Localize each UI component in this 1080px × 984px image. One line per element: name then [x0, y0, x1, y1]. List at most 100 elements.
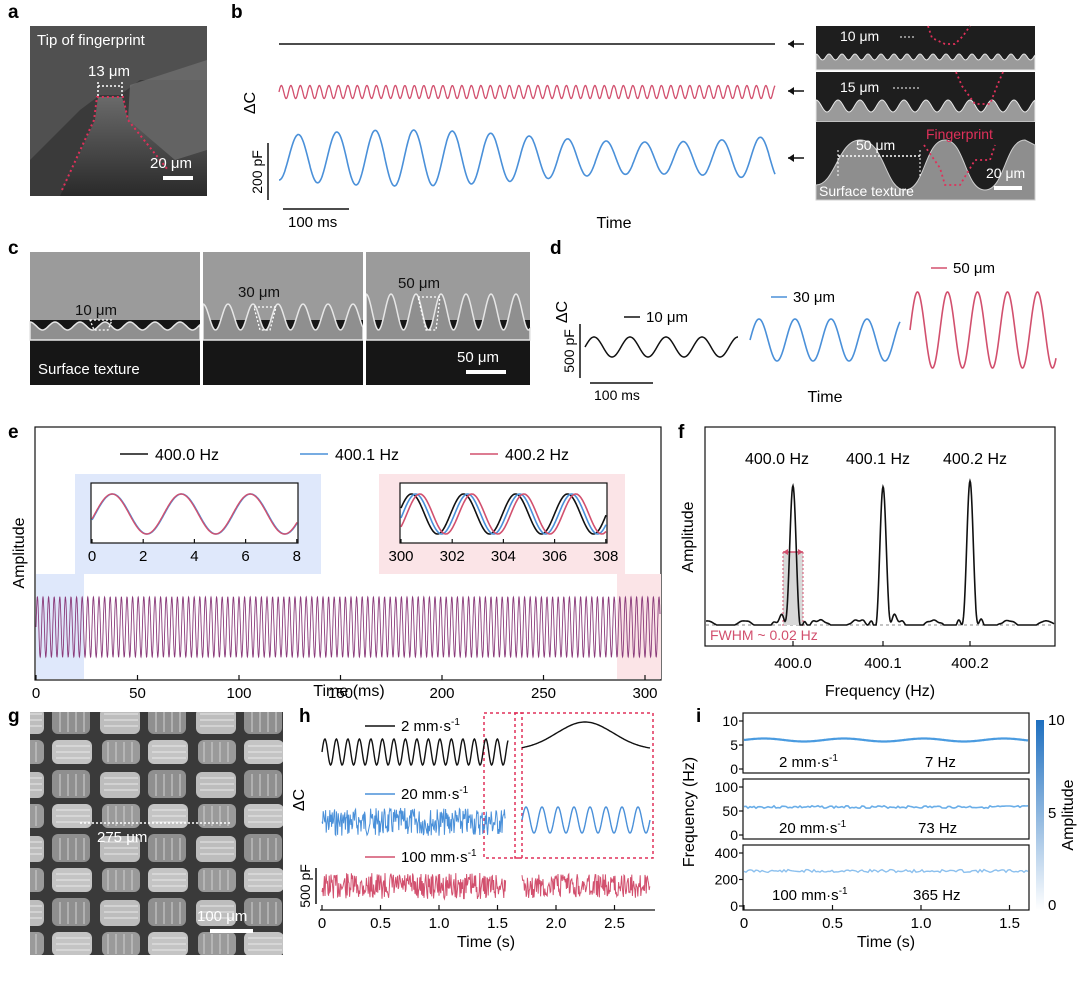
tick-label-e: 200	[429, 685, 454, 702]
legend-h-20: 20 mm·s-1	[401, 785, 469, 803]
label-c-10um: 10 μm	[75, 302, 117, 319]
tick-label-e-inset1: 8	[293, 548, 301, 565]
svg-text:Surface texture: Surface texture	[819, 183, 914, 199]
svg-text:5: 5	[1048, 805, 1056, 822]
tick-label-i: 0	[740, 915, 748, 932]
fingerprint-outline	[61, 96, 169, 191]
peak-label-400-0: 400.0 Hz	[745, 451, 809, 468]
y-scale-label-b: 200 pF	[249, 150, 265, 194]
x-scale-label-b: 100 ms	[288, 214, 337, 231]
svg-text:20 mm·s-1: 20 mm·s-1	[779, 819, 847, 837]
legend-h-100: 100 mm·s-1	[401, 848, 477, 866]
scale-label-c: 50 μm	[457, 349, 499, 366]
tick-label-i-y: 200	[715, 872, 739, 888]
signal-15um	[278, 84, 776, 100]
panel-g: 275 μm 100 μm	[30, 712, 283, 955]
trace-i-2	[743, 737, 1029, 743]
tick-label-e-inset1: 0	[88, 548, 96, 565]
width-label-a: 13 μm	[88, 63, 130, 80]
tick-label-h: 0.5	[370, 915, 391, 932]
signal-h-20	[321, 807, 506, 837]
label-g: 275 μm	[97, 829, 147, 846]
panel-label-e: e	[8, 422, 19, 443]
svg-text:50 μm: 50 μm	[953, 260, 995, 277]
xlabel-h: Time (s)	[457, 934, 515, 951]
signal-h-2	[321, 738, 509, 766]
delta-c-d: ΔC	[554, 301, 571, 323]
scale-bar-c	[466, 370, 506, 374]
signal-h-100	[321, 872, 507, 901]
tick-label-f: 400.2	[951, 655, 989, 672]
tick-label-e: 250	[531, 685, 556, 702]
svg-text:73 Hz: 73 Hz	[918, 820, 957, 837]
panel-b: ΔC 200 pF 100 ms Time 10 μm 15 μm	[242, 25, 1036, 232]
tick-label-f: 400.0	[774, 655, 812, 672]
y-scale-label-h: 500 pF	[297, 864, 313, 908]
tick-label-e-inset1: 4	[190, 548, 198, 565]
svg-text:50 μm: 50 μm	[856, 137, 895, 153]
ylabel-f: Amplitude	[680, 501, 697, 572]
svg-text:15 μm: 15 μm	[840, 79, 879, 95]
scale-bar-a	[163, 176, 193, 180]
panel-f: 400.0 Hz 400.1 Hz 400.2 Hz FWHM ~ 0.02 H…	[680, 426, 1056, 700]
panel-label-h: h	[299, 706, 311, 727]
tick-label-e: 50	[129, 685, 146, 702]
svg-text:20 μm: 20 μm	[986, 165, 1025, 181]
tick-label-e-inset2: 304	[491, 548, 516, 565]
tick-label-i-y: 0	[730, 827, 738, 843]
xlabel-i: Time (s)	[857, 934, 915, 951]
y-scale-label-d: 500 pF	[561, 329, 577, 373]
panel-label-c: c	[8, 238, 19, 259]
svg-text:100 mm·s-1: 100 mm·s-1	[772, 886, 848, 904]
legend-e-400-1: 400.1 Hz	[335, 447, 399, 464]
scale-label-a: 20 μm	[150, 155, 192, 172]
tick-label-e-inset2: 302	[440, 548, 465, 565]
tick-label-e: 100	[226, 685, 251, 702]
svg-text:30 μm: 30 μm	[793, 289, 835, 306]
signal-d-10um	[584, 336, 738, 358]
xlabel-e: Time (ms)	[313, 683, 384, 700]
tick-label-i: 0.5	[822, 915, 843, 932]
tick-label-h: 2.0	[546, 915, 567, 932]
tick-label-h: 1.5	[487, 915, 508, 932]
tick-label-h: 1.0	[429, 915, 450, 932]
tick-label-e-inset1: 6	[241, 548, 249, 565]
spectrum-f	[706, 478, 1055, 626]
cbar-label-i: Amplitude	[1060, 779, 1077, 850]
tick-label-i-y: 0	[730, 898, 738, 914]
arrow-1	[788, 40, 804, 48]
label-c-30um: 30 μm	[238, 284, 280, 301]
peak-label-400-1: 400.1 Hz	[846, 451, 910, 468]
tick-label-e: 0	[32, 685, 40, 702]
tick-label-i-y: 5	[730, 737, 738, 753]
tick-label-i-y: 400	[715, 845, 739, 861]
panel-label-b: b	[231, 2, 243, 23]
legend-h-2: 2 mm·s-1	[401, 717, 460, 735]
panel-h: 2 mm·s-1 20 mm·s-1 100 mm·s-1 ΔC 500 pF …	[291, 712, 655, 951]
ylabel-e: Amplitude	[11, 517, 28, 588]
inset-e-1	[90, 482, 299, 544]
tick-label-i: 1.0	[911, 915, 932, 932]
tick-label-e-inset2: 306	[542, 548, 567, 565]
tick-label-h: 0	[318, 915, 326, 932]
tick-label-i-y: 0	[730, 761, 738, 777]
trace-i-20	[743, 804, 1029, 810]
tick-label-e-inset2: 300	[388, 548, 413, 565]
xlabel-d: Time	[808, 389, 843, 406]
fwhm-label: FWHM ~ 0.02 Hz	[710, 627, 818, 643]
signal-e	[35, 595, 661, 659]
inset-50um: 50 μm Fingerprint Surface texture 20 μm	[815, 122, 1036, 201]
svg-text:7 Hz: 7 Hz	[925, 754, 956, 771]
plot-frame-f	[704, 426, 1056, 647]
xlabel-f: Frequency (Hz)	[825, 683, 935, 700]
signal-50um	[279, 129, 776, 187]
tick-label-e: 300	[632, 685, 657, 702]
sem-image-g	[30, 712, 283, 955]
arrow-2	[788, 87, 804, 95]
delta-c-h: ΔC	[291, 789, 308, 811]
svg-text:10 μm: 10 μm	[646, 309, 688, 326]
title-a: Tip of fingerprint	[37, 32, 146, 49]
arrow-3	[788, 154, 804, 162]
